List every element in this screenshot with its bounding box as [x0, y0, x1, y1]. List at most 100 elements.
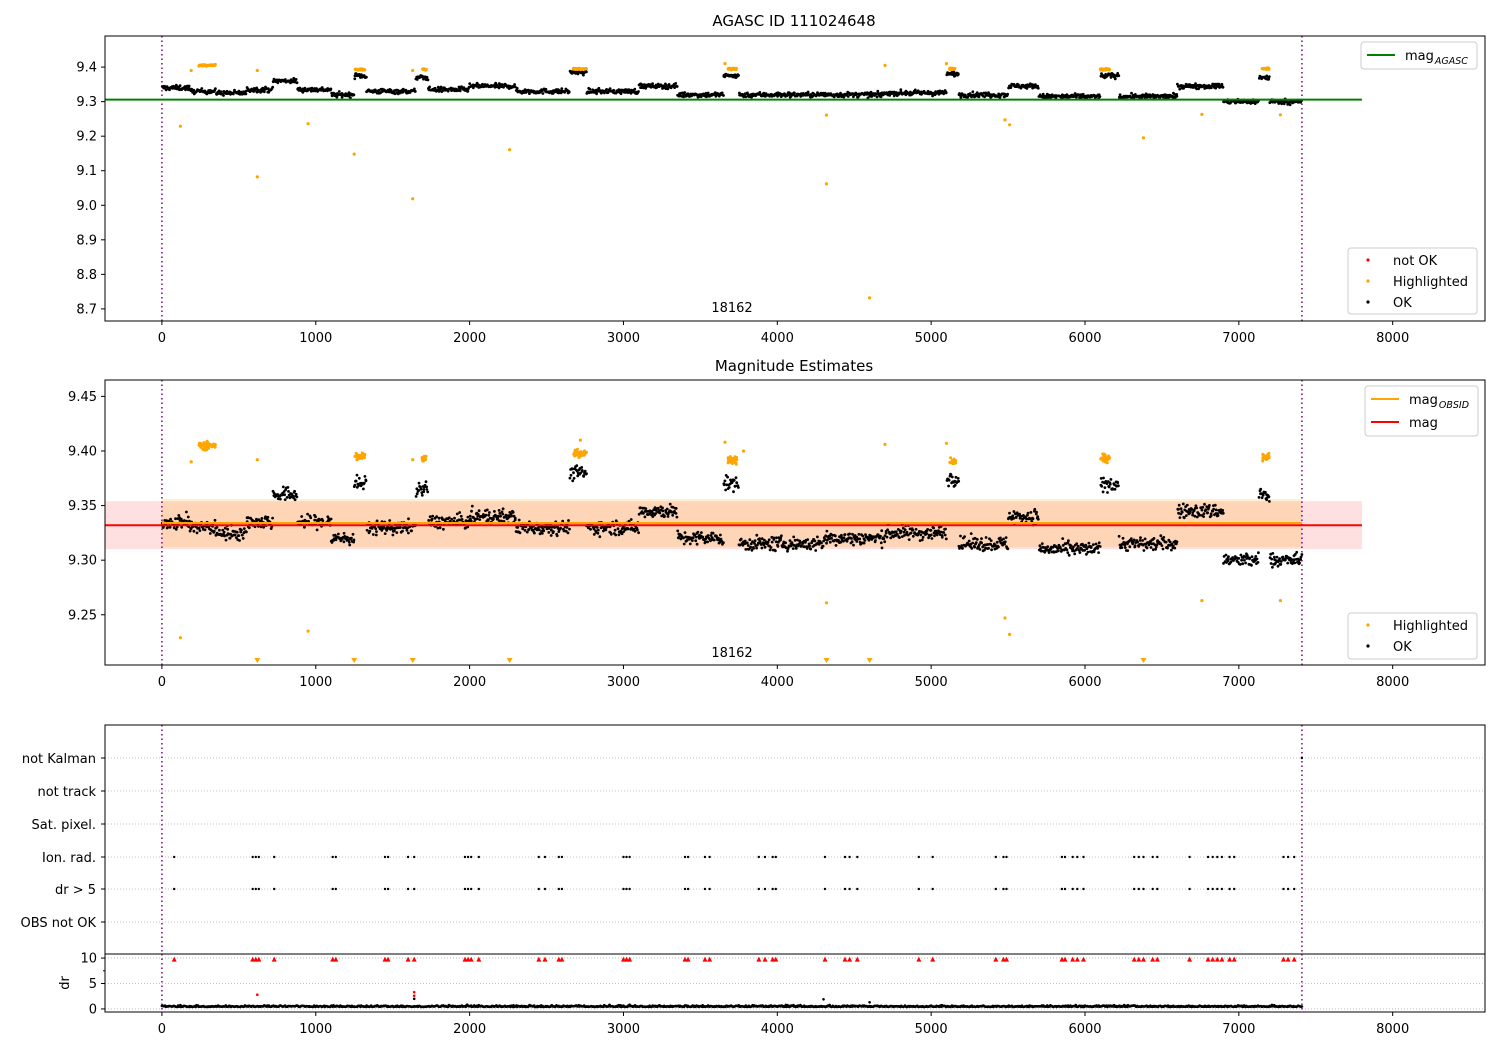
- magnitude-ok-point: [947, 484, 950, 488]
- magnitude-ok-point: [1299, 555, 1303, 559]
- magnitude-ok-point: [674, 507, 678, 510]
- agasc-highlighted-point: [198, 64, 202, 68]
- magnitude-ok-point: [809, 547, 813, 551]
- magnitude-ok-point: [724, 488, 727, 492]
- magnitude-ok-point: [596, 528, 600, 532]
- magnitude-ok-point: [565, 526, 569, 529]
- agasc-ok-point: [1176, 82, 1179, 86]
- magnitude-ok-point: [808, 544, 811, 548]
- magnitude-ok-point: [1185, 503, 1189, 507]
- magnitude-ok-point: [516, 526, 520, 529]
- magnitude-highlighted-point: [575, 453, 579, 457]
- magnitude-ok-point: [266, 515, 270, 519]
- magnitude-ok-point: [1281, 555, 1285, 559]
- magnitude-ok-point: [279, 497, 282, 501]
- magnitude-ok-point: [909, 531, 913, 535]
- ion-rad-flag-point: [622, 855, 625, 859]
- agasc-ok-point: [744, 95, 748, 99]
- magnitude-ok-point: [510, 514, 513, 518]
- magnitude-ok-point: [855, 540, 859, 543]
- magnitude-legend-label: Highlighted: [1393, 619, 1468, 634]
- agasc-ok-point: [1036, 86, 1040, 90]
- agasc-ok-point: [541, 92, 545, 95]
- magnitude-ok-point: [905, 530, 909, 534]
- magnitude-ok-point: [281, 485, 285, 489]
- magnitude-ok-point: [711, 531, 715, 535]
- dr-gt-5-flag-point: [463, 887, 467, 891]
- dr-gt-5-flag-point: [856, 887, 859, 891]
- magnitude-ok-point: [337, 532, 340, 536]
- magnitude-ok-point: [351, 532, 355, 536]
- agasc-ok-point: [1194, 82, 1197, 86]
- magnitude-ok-point: [1038, 544, 1042, 548]
- dr-gt-5-flag-point: [774, 887, 777, 891]
- magnitude-ok-point: [967, 539, 971, 543]
- magnitude-ok-point: [883, 540, 887, 544]
- magnitude-ok-point: [760, 546, 764, 550]
- dr-gt-5-flag-point: [477, 887, 480, 891]
- magnitude-highlighted-point: [1262, 455, 1266, 459]
- magnitude-ok-point: [1065, 548, 1069, 552]
- magnitude-ok-point: [636, 528, 639, 532]
- agasc-highlighted-point: [723, 62, 727, 66]
- magnitude-ok-point: [188, 519, 191, 523]
- magnitude-ok-point: [1116, 481, 1120, 485]
- agasc-x-tick-label: 0: [158, 331, 166, 346]
- magnitude-highlighted-point: [212, 442, 215, 446]
- ion-rad-flag-point: [708, 855, 711, 859]
- magnitude-ok-point: [484, 513, 488, 517]
- magnitude-ok-point: [1036, 515, 1040, 519]
- agasc-ok-point: [413, 87, 416, 91]
- magnitude-highlighted-point: [951, 459, 955, 463]
- magnitude-ok-point: [1139, 536, 1142, 539]
- ion-rad-flag-point: [683, 855, 687, 859]
- agasc-ok-point: [682, 95, 685, 99]
- agasc-y-tick-label: 9.1: [76, 164, 97, 179]
- agasc-ok-point: [720, 91, 724, 95]
- agasc-x-tick-label: 1000: [299, 331, 332, 346]
- agasc-ok-point: [283, 78, 287, 81]
- magnitude-ok-point: [813, 539, 817, 543]
- magnitude-ok-point: [701, 535, 705, 539]
- agasc-ok-point: [329, 87, 333, 91]
- magnitude-ok-point: [722, 483, 726, 487]
- magnitude-ok-point: [343, 535, 347, 538]
- magnitude-ok-point: [422, 490, 426, 494]
- magnitude-ok-point: [583, 469, 587, 473]
- magnitude-ok-point: [758, 537, 761, 541]
- magnitude-ok-point: [348, 543, 352, 547]
- magnitude-ok-point: [177, 514, 181, 517]
- magnitude-ok-point: [1100, 484, 1104, 488]
- ion-rad-flag-point: [856, 855, 859, 859]
- magnitude-ok-point: [425, 485, 428, 489]
- magnitude-ok-point: [436, 526, 440, 530]
- ion-rad-flag-point: [686, 855, 690, 859]
- magnitude-ok-point: [172, 526, 176, 530]
- agasc-ok-point: [876, 89, 880, 93]
- magnitude-below-range-marker: [823, 658, 830, 663]
- magnitude-ok-point: [727, 486, 731, 489]
- agasc-ok-point: [1202, 83, 1206, 87]
- magnitude-ok-point: [971, 541, 975, 545]
- magnitude-ok-point: [568, 476, 572, 480]
- agasc-ok-point: [335, 95, 339, 99]
- agasc-ok-point: [544, 87, 548, 91]
- magnitude-ok-point: [470, 509, 473, 513]
- magnitude-below-range-marker: [409, 658, 416, 663]
- dr-gt-5-flag-point: [1233, 887, 1236, 891]
- agasc-ok-point: [608, 87, 612, 90]
- magnitude-ok-point: [1170, 548, 1173, 552]
- agasc-ok-point: [574, 72, 578, 75]
- agasc-highlighted-point: [1008, 123, 1012, 127]
- magnitude-ok-point: [633, 529, 637, 533]
- magnitude-ok-point: [613, 528, 617, 532]
- magnitude-ok-point: [1193, 514, 1197, 518]
- magnitude-ok-point: [825, 529, 829, 533]
- agasc-ok-point: [667, 83, 671, 86]
- magnitude-highlighted-point: [1106, 456, 1109, 460]
- agasc-ok-point: [352, 93, 356, 97]
- magnitude-ok-point: [1040, 542, 1044, 545]
- magnitude-ok-point: [422, 488, 426, 491]
- magnitude-ok-point: [696, 530, 700, 534]
